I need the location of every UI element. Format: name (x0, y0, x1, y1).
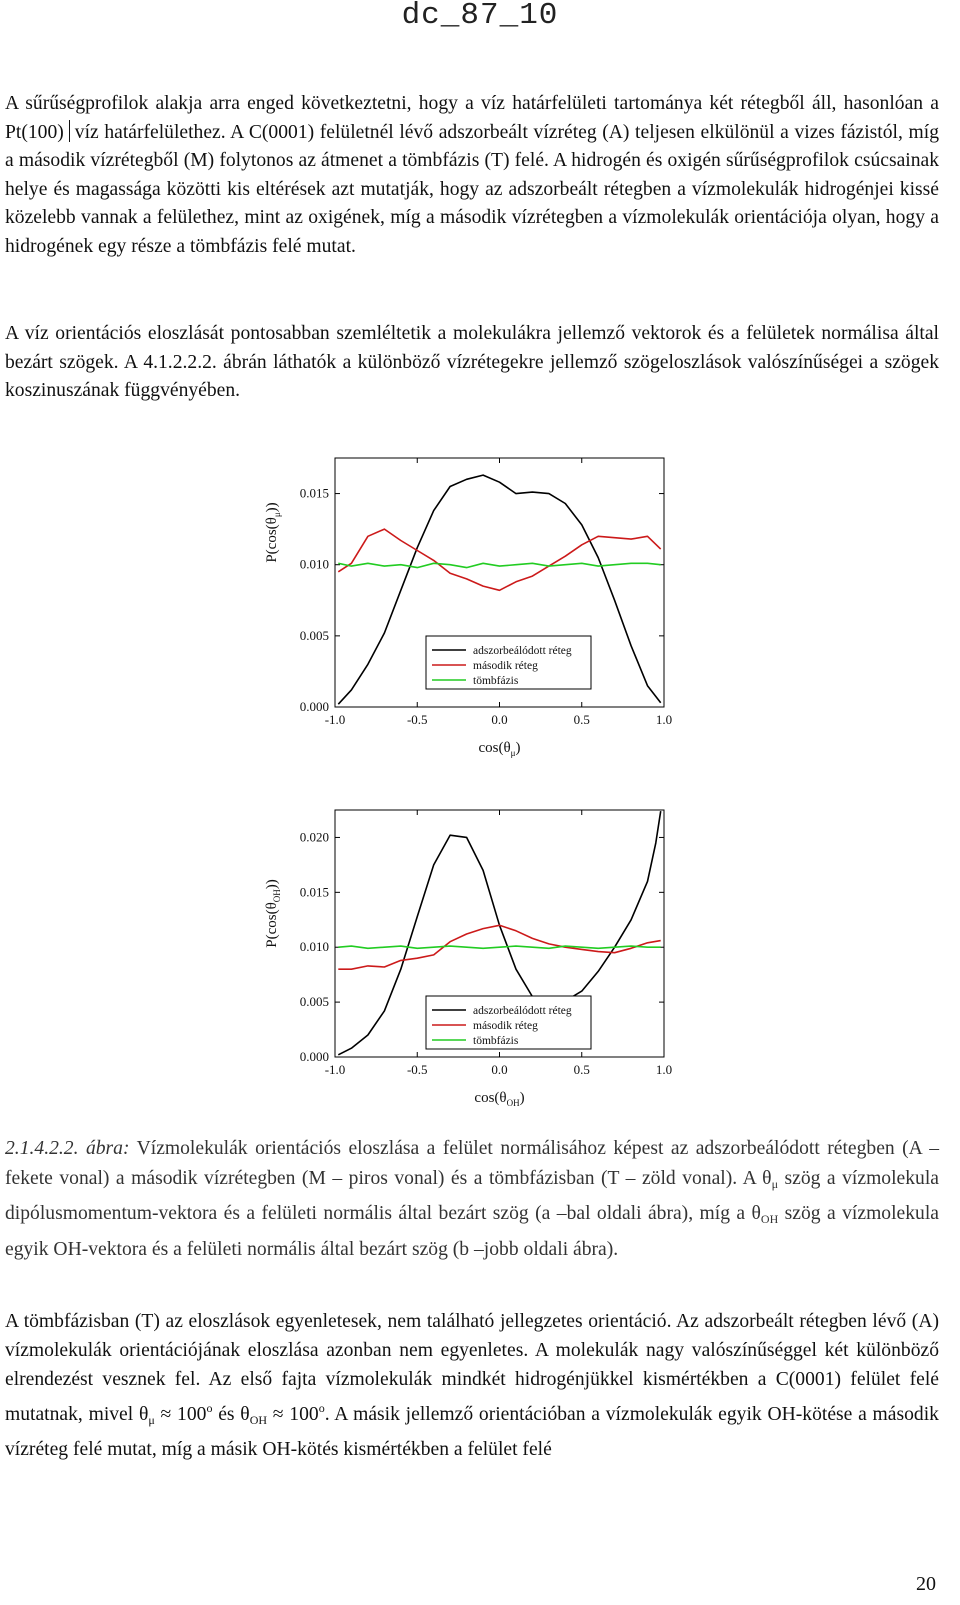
legend-entry: adszorbeálódott réteg (473, 1005, 572, 1017)
paragraph-3-degree-1: o (206, 1401, 213, 1415)
x-tick-label: -1.0 (325, 1062, 346, 1077)
figure-caption: 2.1.4.2.2. ábra: Vízmolekulák orientáció… (5, 1134, 939, 1264)
x-axis-label-sub: μ (511, 748, 516, 758)
paragraph-3-text-1: A tömbfázisban (T) az eloszlások egyenle… (5, 1311, 939, 1425)
x-axis-label: cos(θμ) (478, 740, 520, 758)
y-tick-label: 0.020 (300, 829, 329, 844)
y-tick-label: 0.005 (300, 628, 329, 643)
series-line (337, 474, 662, 705)
paragraph-3-degree-2: o (318, 1401, 325, 1415)
x-tick-label: 0.5 (574, 1062, 590, 1077)
series-line (338, 945, 661, 950)
page-number: 20 (916, 1573, 936, 1595)
x-tick-label: 1.0 (656, 1062, 672, 1077)
paragraph-3-approx-1: ≈ 100 (154, 1404, 207, 1425)
x-axis-label-end: ) (516, 740, 521, 756)
y-tick-label: 0.005 (300, 994, 329, 1009)
legend-entry: tömbfázis (473, 675, 519, 687)
x-axis-label: cos(θOH) (474, 1090, 524, 1108)
x-axis-label-main: cos(θ (478, 740, 510, 756)
caption-subscript-oh: OH (760, 1212, 779, 1226)
y-axis-label-main: P(cos(θ (264, 902, 280, 948)
caption-text-3: szög a vízmolekula egyik OH-vektora és a… (5, 1203, 939, 1260)
interface-separator-bar (68, 119, 70, 142)
x-tick-label: 0.0 (491, 712, 507, 727)
y-tick-label: 0.010 (300, 557, 329, 572)
paragraph-2: A víz orientációs eloszlását pontosabban… (5, 323, 939, 402)
y-tick-label: 0.015 (300, 884, 329, 899)
y-axis-label: P(cos(θμ)) (264, 502, 282, 562)
x-tick-label: 0.5 (574, 712, 590, 727)
caption-text-2: szög a vízmolekula dipólusmomentum-vekto… (5, 1167, 939, 1225)
series-line (337, 528, 662, 592)
x-tick-label: 1.0 (656, 712, 672, 727)
y-axis-label-sub: OH (272, 889, 282, 902)
y-tick-label: 0.000 (300, 1049, 329, 1064)
x-tick-label: -0.5 (407, 712, 428, 727)
paragraph-1-part-b: víz határfelülethez. A C(0001) felületné… (5, 121, 939, 257)
caption-figure-number: 2.1.4.2.2. (5, 1138, 79, 1159)
y-axis-label-sub: μ (272, 512, 282, 517)
x-axis-label-end: ) (520, 1090, 525, 1106)
y-tick-label: 0.015 (300, 486, 329, 501)
legend-entry: adszorbeálódott réteg (473, 645, 572, 657)
x-axis-label-main: cos(θ (474, 1090, 506, 1106)
x-tick-label: 0.0 (491, 1062, 507, 1077)
legend-entry: második réteg (473, 660, 538, 672)
legend-entry: második réteg (473, 1020, 538, 1032)
y-axis-label-end: )) (264, 502, 280, 512)
paragraph-3-subscript-mu: μ (148, 1413, 155, 1427)
paragraph-1-part-a: A sűrűségprofilok alakja arra enged köve… (5, 93, 939, 143)
chart-theta-oh: -1.0 -0.5 0.0 0.5 1.0 0.000 0.005 0.010 0.015 0.0… (264, 809, 672, 1108)
y-axis-label: P(cos(θOH)) (264, 879, 282, 948)
caption-subscript-mu: μ (771, 1176, 778, 1191)
series-line (338, 924, 661, 970)
paragraph-3-text-2: és θ (212, 1404, 250, 1425)
x-axis-label-sub: OH (507, 1098, 520, 1108)
paragraph-3-text-3: . A másik jellemző orientációban a vízmo… (5, 1404, 939, 1460)
x-tick-label: -0.5 (407, 1062, 428, 1077)
caption-label: ábra: (85, 1138, 130, 1159)
y-axis-label-main: P(cos(θ (264, 517, 280, 563)
legend-entry: tömbfázis (473, 1035, 519, 1047)
y-axis-label-end: )) (264, 879, 280, 889)
y-tick-label: 0.000 (300, 699, 329, 714)
x-tick-label: -1.0 (325, 712, 346, 727)
paragraph-1: A sűrűségprofilok alakja arra enged köve… (5, 90, 939, 262)
caption-text-1: Vízmolekulák orientációs eloszlása a fel… (5, 1138, 939, 1189)
paragraph-3-approx-2: ≈ 100 (267, 1404, 319, 1425)
y-tick-label: 0.010 (300, 939, 329, 954)
paragraph-3: A tömbfázisban (T) az eloszlások egyenle… (5, 1307, 939, 1464)
series-line (338, 562, 661, 569)
paragraph-3-subscript-oh: OH (249, 1413, 268, 1427)
document-header-id: dc_87_10 (401, 0, 559, 33)
chart-theta-mu: -1.0 -0.5 0.0 0.5 1.0 0.000 0.005 0.010 0.015 P(c… (264, 457, 672, 758)
